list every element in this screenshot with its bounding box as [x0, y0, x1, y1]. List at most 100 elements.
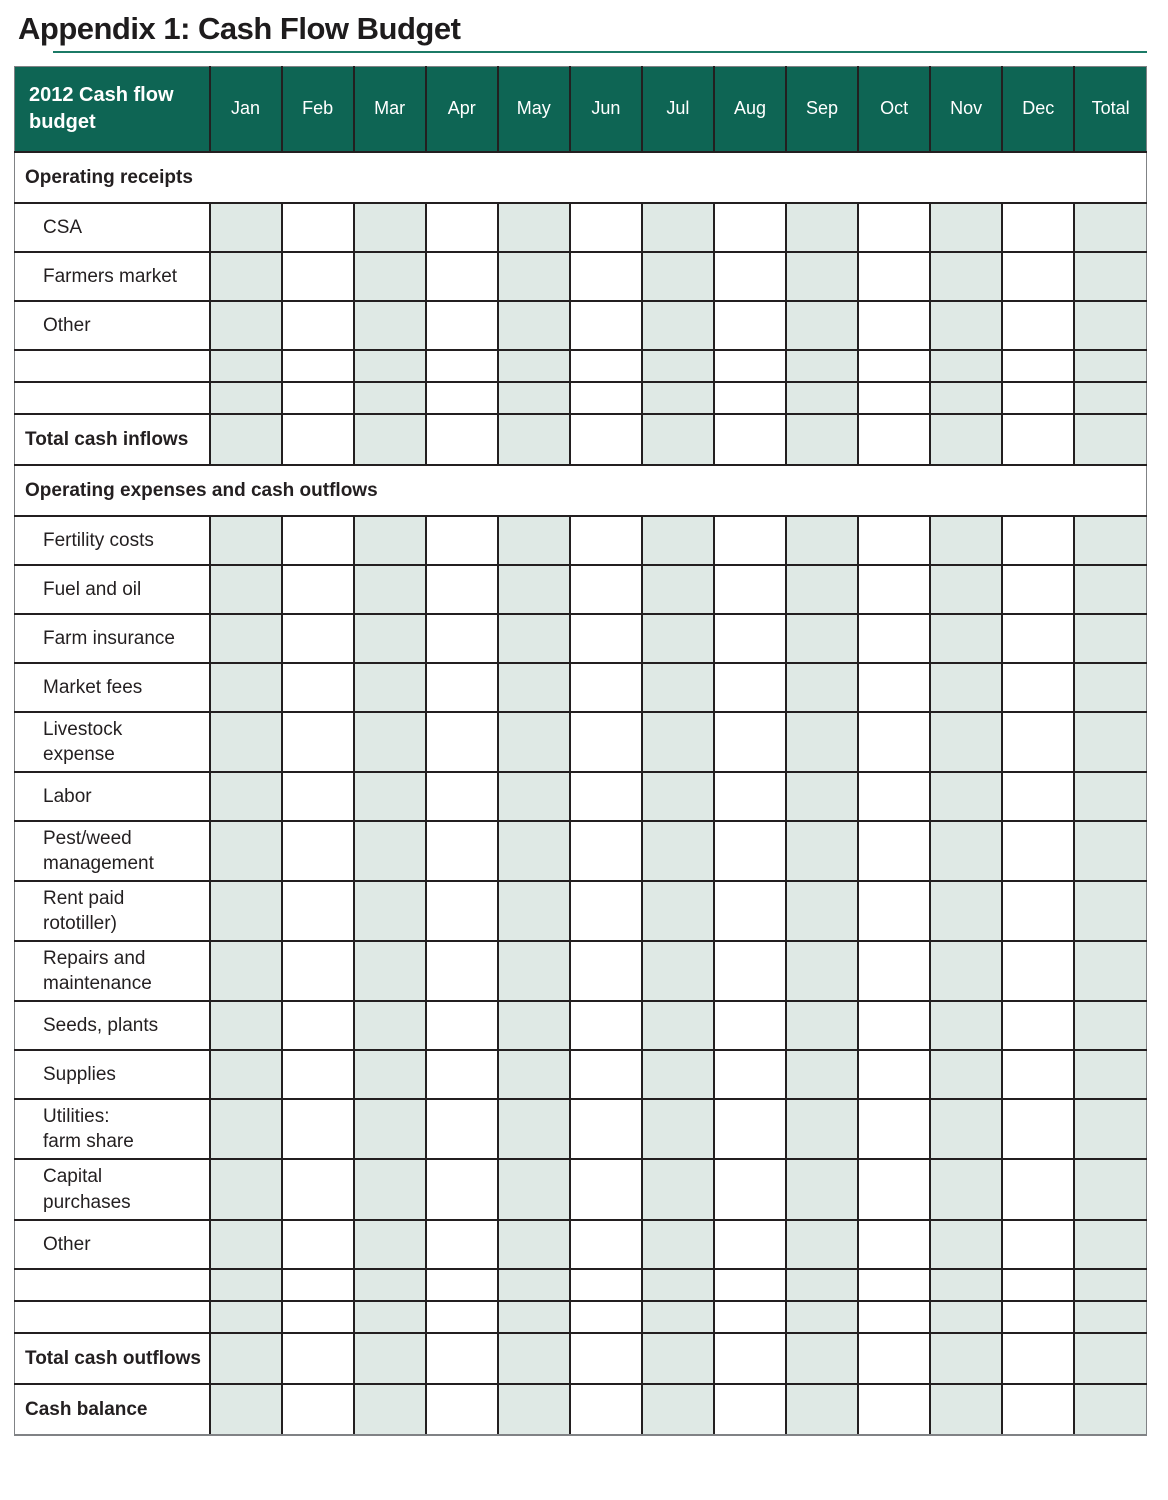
cell-utilities-farm-share-sep	[784, 1098, 860, 1161]
cell-other-total	[1073, 1218, 1148, 1270]
section-heading-operating-expenses-and-cash-outflows: Operating expenses and cash outflows	[14, 463, 1147, 517]
cell-total-cash-inflows-apr	[424, 412, 499, 466]
cell-supplies-aug	[712, 1049, 788, 1101]
cell-blank-total	[1073, 348, 1148, 383]
cell-farmers-market-feb	[280, 250, 355, 302]
cell-csa-aug	[712, 201, 788, 253]
row-label-blank	[14, 1267, 211, 1302]
row-label-fertility-costs: Fertility costs	[14, 514, 211, 566]
cell-csa-total	[1073, 201, 1148, 253]
cell-labor-aug	[712, 770, 788, 822]
cell-repairs-and-maintenance-apr	[424, 940, 499, 1003]
cell-supplies-feb	[280, 1049, 355, 1101]
cell-other-jun	[568, 1218, 643, 1270]
cell-utilities-farm-share-may	[496, 1098, 571, 1161]
cell-csa-sep	[784, 201, 860, 253]
cell-livestock-expense-sep	[784, 710, 860, 773]
cell-blank-sep	[784, 1299, 860, 1334]
month-header-jan: Jan	[208, 66, 283, 153]
cell-other-apr	[424, 1218, 499, 1270]
cell-farmers-market-jan	[208, 250, 283, 302]
cell-other-jun	[568, 299, 643, 351]
section-row-operating-receipts: Operating receipts	[14, 150, 1147, 204]
item-row-rent-paid-rototiller: Rent paid rototiller)	[14, 879, 1148, 943]
cell-supplies-jul	[640, 1049, 715, 1101]
cell-fertility-costs-oct	[857, 514, 932, 566]
row-label-livestock-expense: Livestock expense	[14, 710, 211, 773]
cell-other-may	[496, 299, 571, 351]
cell-total-cash-outflows-nov	[929, 1331, 1004, 1385]
blank-row-blank	[14, 348, 1148, 383]
cell-seeds-plants-aug	[712, 1000, 788, 1052]
cell-other-jul	[640, 1218, 715, 1270]
cell-labor-mar	[352, 770, 427, 822]
cell-blank-mar	[352, 348, 427, 383]
cell-labor-nov	[929, 770, 1004, 822]
cell-farm-insurance-jul	[640, 612, 715, 664]
page-title: Appendix 1: Cash Flow Budget	[18, 11, 461, 46]
month-header-aug: Aug	[712, 66, 788, 153]
cell-repairs-and-maintenance-may	[496, 940, 571, 1003]
cell-seeds-plants-apr	[424, 1000, 499, 1052]
cell-repairs-and-maintenance-nov	[929, 940, 1004, 1003]
cell-capital-purchases-feb	[280, 1158, 355, 1221]
cell-capital-purchases-oct	[857, 1158, 932, 1221]
month-header-may: May	[496, 66, 571, 153]
cell-total-cash-inflows-jan	[208, 412, 283, 466]
cell-farm-insurance-jun	[568, 612, 643, 664]
cell-farm-insurance-nov	[929, 612, 1004, 664]
cell-csa-apr	[424, 201, 499, 253]
cell-blank-oct	[857, 380, 932, 415]
cell-supplies-jan	[208, 1049, 283, 1101]
cell-capital-purchases-may	[496, 1158, 571, 1221]
cell-blank-may	[496, 1267, 571, 1302]
cell-blank-nov	[929, 1299, 1004, 1334]
cell-blank-jan	[208, 380, 283, 415]
cell-labor-jan	[208, 770, 283, 822]
blank-row-blank	[14, 1299, 1148, 1334]
cell-labor-may	[496, 770, 571, 822]
cell-csa-jun	[568, 201, 643, 253]
cell-rent-paid-rototiller-feb	[280, 879, 355, 943]
cell-repairs-and-maintenance-jan	[208, 940, 283, 1003]
cell-fertility-costs-dec	[1001, 514, 1076, 566]
cell-pest-weed-management-feb	[280, 819, 355, 883]
cell-blank-dec	[1001, 380, 1076, 415]
cell-farmers-market-dec	[1001, 250, 1076, 302]
cell-pest-weed-management-apr	[424, 819, 499, 883]
cell-fertility-costs-sep	[784, 514, 860, 566]
cell-blank-aug	[712, 1267, 788, 1302]
cell-total-cash-inflows-feb	[280, 412, 355, 466]
cell-farmers-market-jun	[568, 250, 643, 302]
cell-fertility-costs-feb	[280, 514, 355, 566]
cell-pest-weed-management-mar	[352, 819, 427, 883]
month-header-dec: Dec	[1001, 66, 1076, 153]
cell-blank-oct	[857, 1299, 932, 1334]
cell-blank-may	[496, 348, 571, 383]
cell-blank-nov	[929, 380, 1004, 415]
section-heading-operating-receipts: Operating receipts	[14, 150, 1147, 204]
cell-total-cash-inflows-jul	[640, 412, 715, 466]
cell-pest-weed-management-nov	[929, 819, 1004, 883]
cell-capital-purchases-sep	[784, 1158, 860, 1221]
cell-market-fees-jul	[640, 661, 715, 713]
row-label-total-cash-outflows: Total cash outflows	[14, 1331, 211, 1385]
cell-farm-insurance-aug	[712, 612, 788, 664]
cell-fuel-and-oil-mar	[352, 563, 427, 615]
item-row-farmers-market: Farmers market	[14, 250, 1148, 302]
cell-market-fees-oct	[857, 661, 932, 713]
cell-rent-paid-rototiller-jul	[640, 879, 715, 943]
cell-total-cash-outflows-jun	[568, 1331, 643, 1385]
cell-labor-dec	[1001, 770, 1076, 822]
cell-fuel-and-oil-total	[1073, 563, 1148, 615]
cell-blank-oct	[857, 1267, 932, 1302]
month-header-jun: Jun	[568, 66, 643, 153]
cell-repairs-and-maintenance-jul	[640, 940, 715, 1003]
item-row-utilities-farm-share: Utilities: farm share	[14, 1098, 1148, 1161]
item-row-fuel-and-oil: Fuel and oil	[14, 563, 1148, 615]
cell-repairs-and-maintenance-oct	[857, 940, 932, 1003]
row-label-other: Other	[14, 299, 211, 351]
section-row-operating-expenses-and-cash-outflows: Operating expenses and cash outflows	[14, 463, 1147, 517]
cell-repairs-and-maintenance-total	[1073, 940, 1148, 1003]
cell-total-cash-outflows-total	[1073, 1331, 1148, 1385]
